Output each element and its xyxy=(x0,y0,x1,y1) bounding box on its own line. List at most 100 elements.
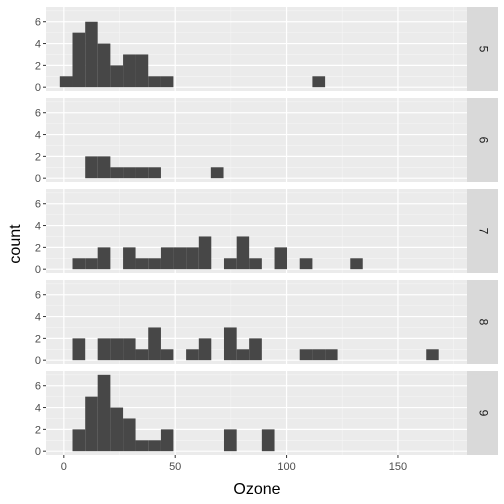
histogram-bar xyxy=(135,258,149,270)
y-tick-label: 6 xyxy=(35,290,41,302)
histogram-bar xyxy=(97,247,111,270)
facet-strip-label: 8 xyxy=(476,319,490,326)
histogram-bar xyxy=(123,54,136,88)
histogram-bar xyxy=(210,167,224,179)
facet-panel-7: 0 2 4 6 7 xyxy=(35,189,498,276)
y-axis-title: count xyxy=(7,224,24,264)
histogram-bar xyxy=(160,349,174,361)
histogram-bar xyxy=(186,247,199,270)
histogram-bar xyxy=(312,349,326,361)
histogram-bar xyxy=(72,258,86,270)
x-tick-label: 0 xyxy=(61,461,67,473)
histogram-bar xyxy=(249,338,262,361)
y-tick-label: 2 xyxy=(35,333,41,345)
y-tick-label: 6 xyxy=(35,199,41,211)
histogram-bar xyxy=(85,156,98,179)
histogram-bar xyxy=(148,76,161,88)
facet-strip-label: 5 xyxy=(476,46,490,53)
histogram-bar xyxy=(186,349,199,361)
histogram-bar xyxy=(173,247,187,270)
histogram-bar xyxy=(85,258,98,270)
y-tick-label: 0 xyxy=(35,446,41,458)
facet-strip xyxy=(467,280,498,364)
histogram-bar xyxy=(274,247,288,270)
histogram-bar xyxy=(350,258,363,270)
y-tick-label: 0 xyxy=(35,355,41,367)
histogram-bar xyxy=(312,76,326,88)
x-tick-label: 50 xyxy=(169,461,181,473)
histogram-bar xyxy=(72,32,86,88)
histogram-bar xyxy=(148,440,161,452)
y-tick-label: 4 xyxy=(35,130,41,142)
histogram-bar xyxy=(85,396,98,452)
facet-strip xyxy=(467,7,498,91)
facet-panel-5: 0 2 4 6 5 xyxy=(35,7,498,94)
facet-panels: 0 2 4 6 5 0 2 4 6 6 0 2 4 6 7 0 2 4 6 8 0 2 4 6 9 xyxy=(35,7,498,458)
facet-strip-label: 9 xyxy=(476,410,490,417)
histogram-bar xyxy=(148,167,161,179)
y-tick-label: 4 xyxy=(35,221,41,233)
histogram-bar xyxy=(123,338,136,361)
facet-panel-9: 0 2 4 6 9 xyxy=(35,371,498,458)
y-tick-label: 6 xyxy=(35,17,41,29)
histogram-bar xyxy=(110,338,124,361)
histogram-bar xyxy=(236,349,250,361)
y-tick-label: 2 xyxy=(35,151,41,163)
x-axis-title: Ozone xyxy=(233,481,280,498)
y-tick-label: 2 xyxy=(35,242,41,254)
histogram-bar xyxy=(110,407,124,452)
histogram-bar xyxy=(325,349,338,361)
facet-strip xyxy=(467,371,498,455)
histogram-bar xyxy=(160,429,174,452)
y-tick-label: 6 xyxy=(35,108,41,120)
histogram-bar xyxy=(123,418,136,452)
histogram-bar xyxy=(299,349,313,361)
facet-strip-label: 6 xyxy=(476,137,490,144)
histogram-bar xyxy=(135,440,149,452)
y-tick-label: 0 xyxy=(35,82,41,94)
histogram-bar xyxy=(223,429,237,452)
histogram-bar xyxy=(110,65,124,88)
facet-strip xyxy=(467,189,498,273)
histogram-bar xyxy=(236,236,250,270)
facet-panel-8: 0 2 4 6 8 xyxy=(35,280,498,367)
histogram-bar xyxy=(148,258,161,270)
histogram-bar xyxy=(198,338,212,361)
y-tick-label: 4 xyxy=(35,39,41,51)
histogram-bar xyxy=(426,349,439,361)
facet-strip xyxy=(467,98,498,182)
histogram-bar xyxy=(148,327,161,361)
histogram-bar xyxy=(97,374,111,452)
x-tick-label: 100 xyxy=(277,461,295,473)
x-tick-label: 150 xyxy=(389,461,407,473)
histogram-bar xyxy=(97,43,111,88)
histogram-bar xyxy=(160,247,174,270)
histogram-bar xyxy=(85,21,98,88)
y-tick-label: 4 xyxy=(35,312,41,324)
histogram-bar xyxy=(72,338,86,361)
y-tick-label: 0 xyxy=(35,264,41,276)
y-tick-label: 2 xyxy=(35,60,41,72)
facet-strip-label: 7 xyxy=(476,228,490,235)
histogram-bar xyxy=(123,247,136,270)
histogram-bar xyxy=(110,167,124,179)
histogram-bar xyxy=(198,236,212,270)
histogram-bar xyxy=(299,258,313,270)
x-axis: 0 50 100 150 xyxy=(61,455,407,473)
y-tick-label: 2 xyxy=(35,424,41,436)
histogram-bar xyxy=(97,338,111,361)
y-tick-label: 4 xyxy=(35,403,41,415)
histogram-bar xyxy=(223,327,237,361)
histogram-bar xyxy=(261,429,275,452)
y-tick-label: 0 xyxy=(35,173,41,185)
y-tick-label: 6 xyxy=(35,381,41,393)
histogram-bar xyxy=(223,258,237,270)
histogram-bar xyxy=(160,76,174,88)
histogram-bar xyxy=(135,167,149,179)
histogram-bar xyxy=(97,156,111,179)
histogram-bar xyxy=(59,76,73,88)
histogram-bar xyxy=(135,349,149,361)
histogram-bar xyxy=(123,167,136,179)
histogram-bar xyxy=(135,54,149,88)
